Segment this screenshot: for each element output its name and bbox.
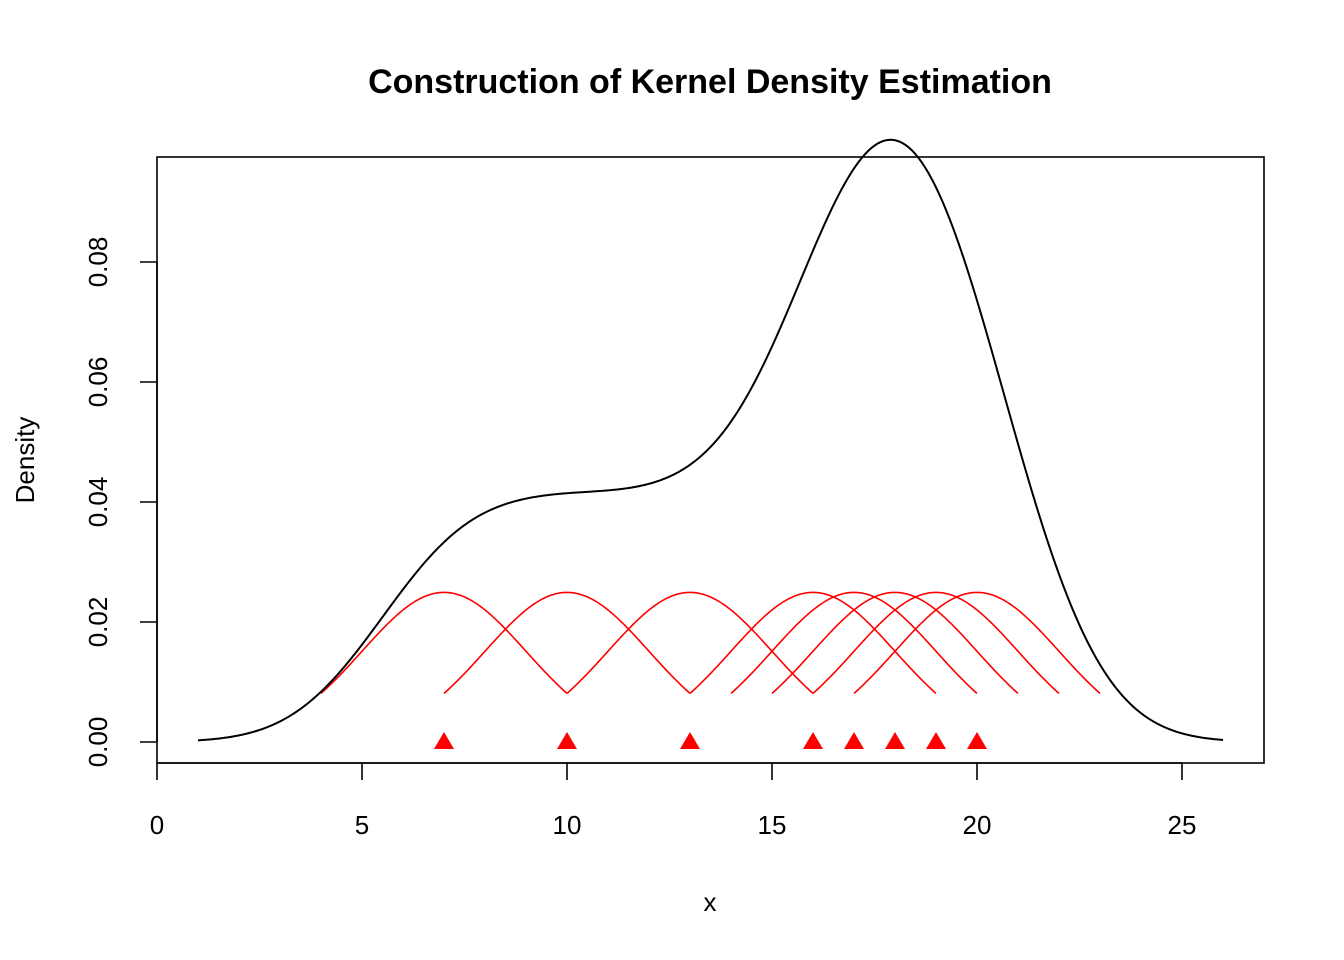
data-point-markers — [434, 732, 987, 749]
data-point-1 — [557, 732, 577, 749]
data-point-5 — [885, 732, 905, 749]
x-tick-label-2: 10 — [553, 810, 582, 840]
x-tick-label-4: 20 — [963, 810, 992, 840]
data-point-7 — [967, 732, 987, 749]
kde-curve — [197, 138, 1224, 742]
kernel-curve-4 — [730, 591, 978, 695]
y-axis: 0.00 0.02 0.04 0.06 0.08 — [83, 237, 158, 768]
x-tick-label-1: 5 — [355, 810, 369, 840]
kernel-curves — [320, 591, 1101, 695]
x-tick-label-5: 25 — [1168, 810, 1197, 840]
data-point-2 — [680, 732, 700, 749]
x-axis-label: x — [704, 887, 717, 917]
y-tick-label-2: 0.04 — [83, 477, 113, 528]
y-tick-label-1: 0.02 — [83, 597, 113, 648]
data-point-6 — [926, 732, 946, 749]
kde-curve-layer — [197, 138, 1224, 742]
x-tick-label-3: 15 — [758, 810, 787, 840]
y-axis-label: Density — [10, 417, 40, 504]
x-tick-label-0: 0 — [150, 810, 164, 840]
y-tick-label-0: 0.00 — [83, 717, 113, 768]
data-point-3 — [803, 732, 823, 749]
y-tick-label-4: 0.08 — [83, 237, 113, 288]
data-point-4 — [844, 732, 864, 749]
kernel-curve-0 — [320, 591, 568, 695]
chart-title: Construction of Kernel Density Estimatio… — [368, 63, 1052, 101]
kernel-curve-6 — [812, 591, 1060, 695]
x-axis: 0 5 10 15 20 25 — [150, 762, 1197, 840]
kernel-curve-1 — [443, 591, 691, 695]
data-point-0 — [434, 732, 454, 749]
kernel-curve-5 — [771, 591, 1019, 695]
plot-frame — [156, 156, 1265, 764]
kernel-curve-7 — [853, 591, 1101, 695]
y-tick-label-3: 0.06 — [83, 357, 113, 408]
